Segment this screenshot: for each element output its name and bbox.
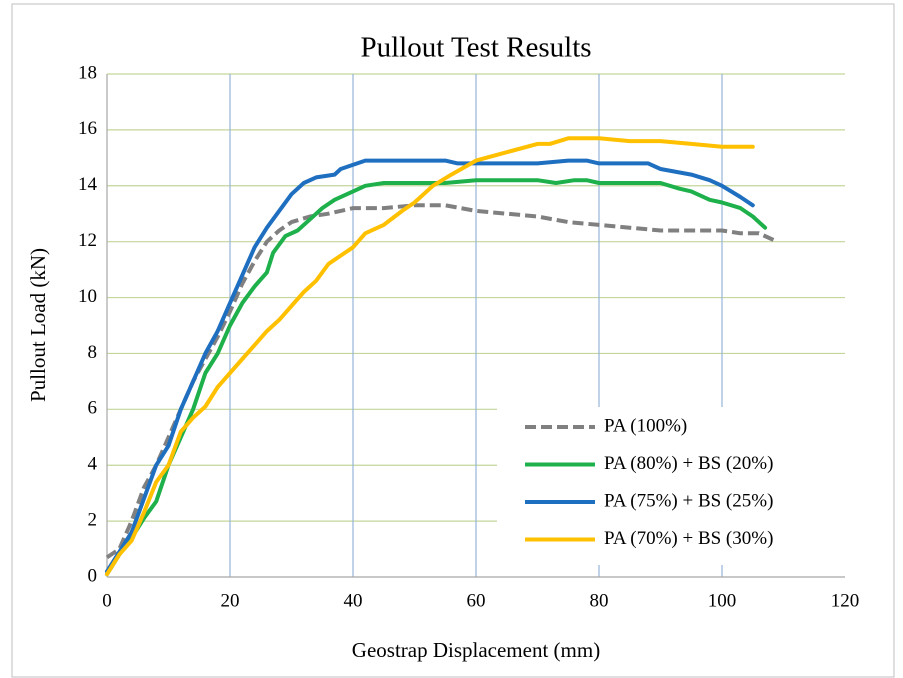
- x-tick-label: 20: [221, 590, 240, 611]
- x-tick-label: 40: [344, 590, 363, 611]
- y-tick-label: 18: [78, 62, 97, 83]
- legend-label: PA (70%) + BS (30%): [604, 528, 773, 549]
- y-tick-label: 6: [88, 398, 98, 419]
- legend: PA (100%) PA (80%) + BS (20%) PA (75%) + B…: [497, 407, 845, 565]
- chart-border: [11, 3, 895, 678]
- series-line: [105, 178, 768, 577]
- x-tick-label: 0: [102, 590, 112, 611]
- chart-title: Pullout Test Results: [360, 32, 591, 64]
- y-tick-label: 16: [78, 118, 97, 139]
- x-tick-label: 60: [467, 590, 486, 611]
- y-tick-label: 0: [88, 565, 98, 586]
- legend-label: PA (100%): [604, 415, 687, 436]
- x-tick-label: 80: [590, 590, 609, 611]
- x-axis-label: Geostrap Displacement (mm): [352, 638, 600, 662]
- y-axis-label: Pullout Load (kN): [26, 248, 50, 402]
- y-tick-label: 4: [88, 454, 98, 475]
- legend-label: PA (75%) + BS (25%): [604, 490, 773, 511]
- y-tick-label: 2: [88, 509, 98, 530]
- series-line: [105, 136, 755, 577]
- y-tick-label: 8: [88, 342, 98, 363]
- x-tick-label: 120: [831, 590, 860, 611]
- x-tick-label: 100: [708, 590, 737, 611]
- series-line: [105, 158, 755, 574]
- y-tick-label: 14: [78, 174, 98, 195]
- y-tick-label: 12: [78, 230, 97, 251]
- y-tick-label: 10: [78, 286, 97, 307]
- legend-label: PA (80%) + BS (20%): [604, 453, 773, 474]
